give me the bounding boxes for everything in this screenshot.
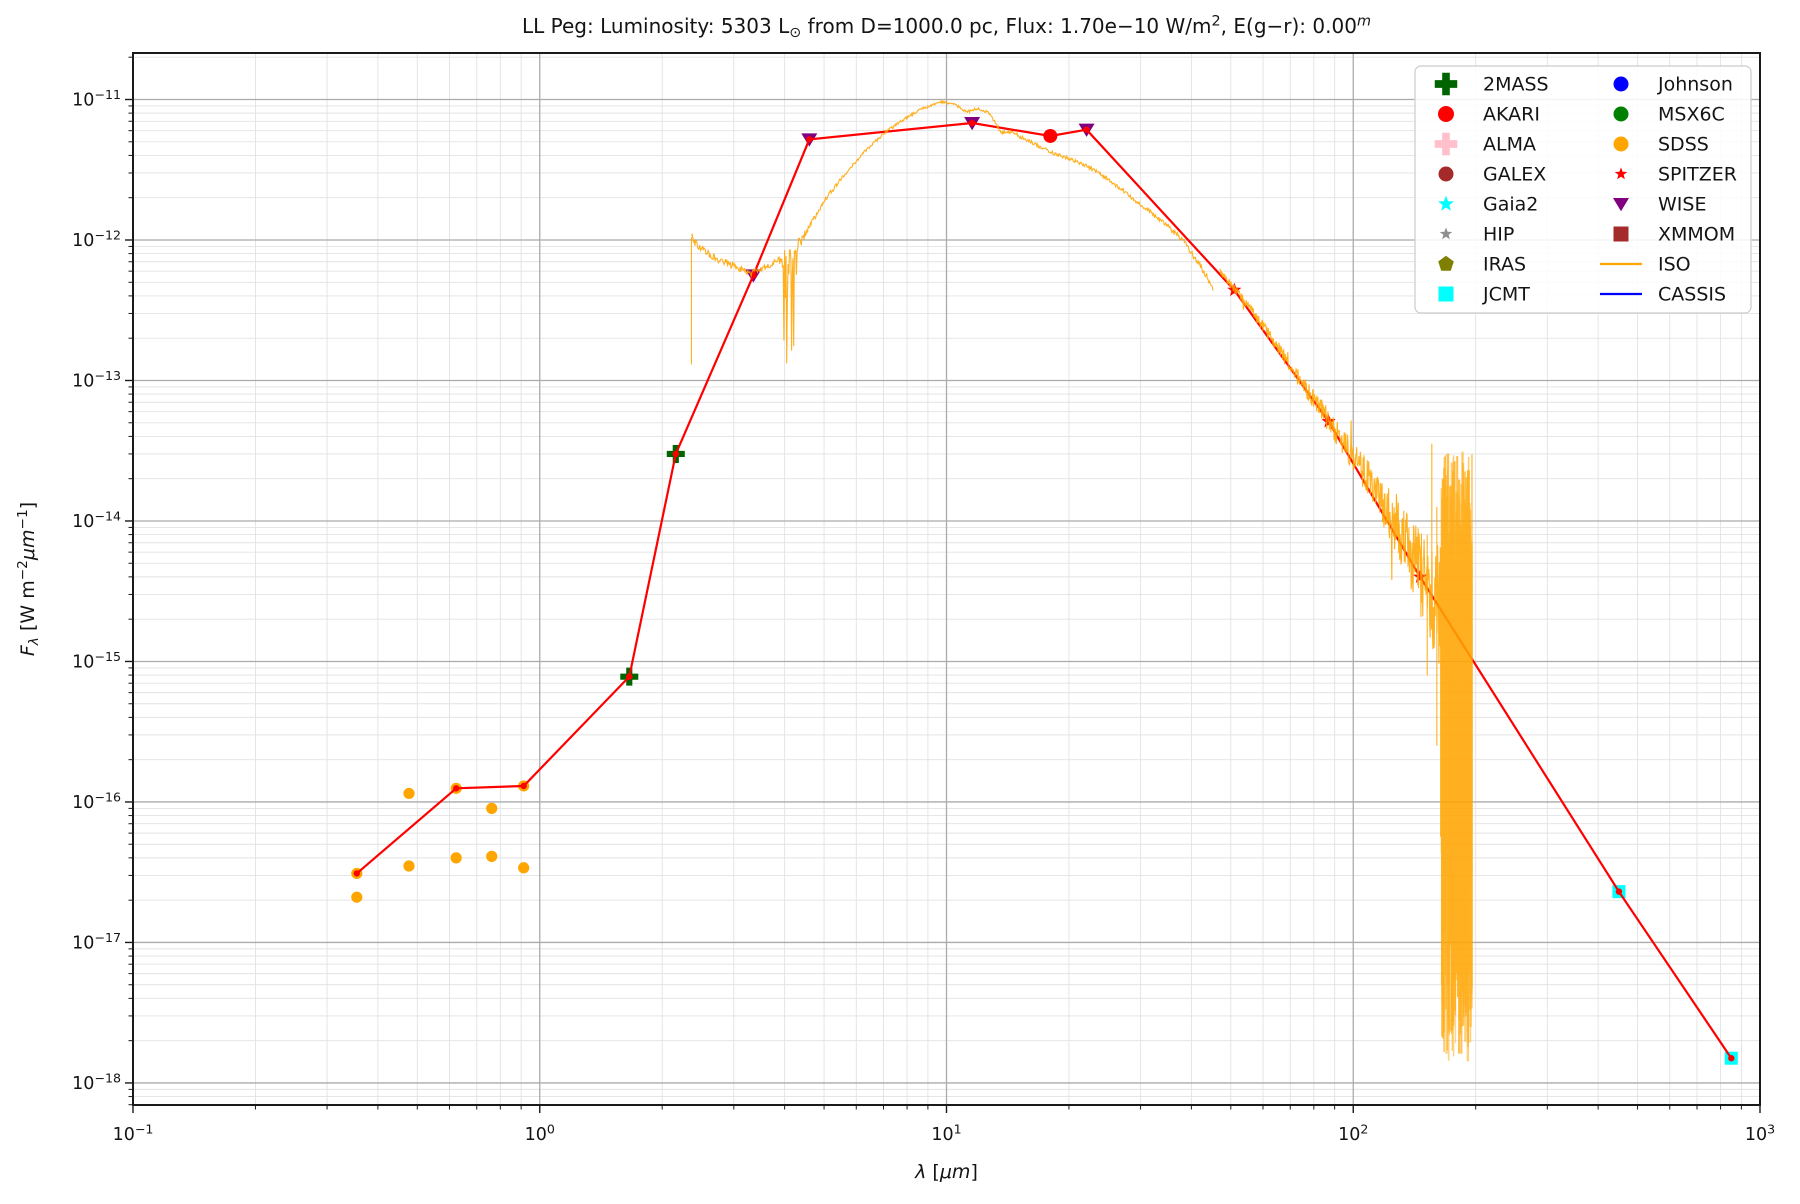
legend-label: MSX6C — [1658, 104, 1725, 126]
legend-label: ISO — [1658, 254, 1691, 276]
sdss-point — [450, 852, 462, 864]
gaia2-legend-marker — [1438, 195, 1454, 211]
legend-item-sdss: SDSS — [1613, 134, 1709, 156]
legend-label: ALMA — [1483, 134, 1536, 156]
xmmom-legend-marker — [1613, 226, 1629, 242]
legend-item-xmmom: XMMOM — [1613, 224, 1735, 246]
sdss-point — [518, 862, 530, 874]
sed-vertex-dot — [672, 450, 679, 458]
x-tick-label: 101 — [931, 1121, 961, 1145]
y-tick-label: 10−13 — [72, 368, 121, 392]
legend-label: AKARI — [1483, 104, 1540, 126]
sdss-legend-marker — [1613, 136, 1629, 152]
x-tick-label: 100 — [525, 1121, 555, 1145]
y-tick-label: 10−18 — [72, 1070, 121, 1094]
legend-box — [1414, 65, 1752, 314]
grid — [133, 53, 1760, 1106]
sed-vertex-dot — [520, 782, 527, 790]
legend-label: SPITZER — [1658, 164, 1737, 186]
legend-item-alma: ALMA — [1434, 132, 1536, 156]
sdss-point — [403, 787, 415, 800]
legend-item-galex: GALEX — [1438, 164, 1546, 186]
legend-item-cassis: CASSIS — [1600, 284, 1726, 306]
sed-vertex-dot — [1047, 132, 1054, 140]
legend-label: HIP — [1483, 224, 1514, 246]
spitzer-legend-marker — [1614, 167, 1628, 180]
legend-label: SDSS — [1658, 134, 1709, 156]
legend-item-jcmt: JCMT — [1438, 284, 1530, 306]
sdss-point — [351, 891, 363, 903]
jcmt-legend-marker — [1438, 286, 1454, 302]
y-tick-label: 10−12 — [72, 227, 121, 251]
hip-legend-marker — [1439, 227, 1453, 240]
y-tick-label: 10−14 — [72, 508, 121, 532]
legend-label: IRAS — [1483, 254, 1526, 276]
sdss-point — [486, 850, 498, 862]
legend-label: XMMOM — [1658, 224, 1735, 246]
chart-title: LL Peg: Luminosity: 5303 L⊙ from D=1000.… — [522, 13, 1371, 41]
legend-label: CASSIS — [1658, 284, 1726, 306]
y-axis-label: Fλ [W m−2μm−1] — [15, 502, 42, 656]
legend-item-iso: ISO — [1600, 254, 1691, 276]
legend-label: Johnson — [1657, 74, 1733, 96]
iras-legend-marker — [1438, 255, 1454, 271]
iso-lws-segment — [1219, 268, 1443, 678]
legend-item-johnson: Johnson — [1613, 74, 1733, 96]
legend-label: 2MASS — [1483, 74, 1549, 96]
sed-vertex-dot — [452, 785, 460, 792]
legend: 2MASS AKARI ALMA GALEX Gaia2 HIP IRAS JCMT Johns… — [1414, 65, 1752, 314]
x-tick-label: 10−1 — [113, 1121, 154, 1145]
sed-vertex-dot — [1728, 1055, 1735, 1062]
wise-legend-marker — [1613, 198, 1629, 212]
legend-label: JCMT — [1482, 284, 1530, 306]
y-tick-label: 10−17 — [72, 930, 121, 954]
legend-item-2mass: 2MASS — [1434, 72, 1549, 96]
sdss-point — [486, 802, 498, 814]
iso-sws-segment — [690, 99, 1214, 364]
x-tick-label: 102 — [1338, 1121, 1368, 1145]
akari-legend-marker — [1438, 106, 1454, 122]
x-tick-label: 103 — [1745, 1121, 1775, 1145]
iso-spectrum — [690, 99, 1473, 1062]
sed-vertex-dot — [1083, 126, 1090, 133]
legend-item-wise: WISE — [1613, 194, 1706, 216]
y-tick-label: 10−15 — [72, 649, 121, 673]
legend-item-msx6c: MSX6C — [1613, 104, 1725, 126]
2mass-legend-marker — [1434, 72, 1458, 96]
legend-item-akari: AKARI — [1438, 104, 1540, 126]
legend-item-hip: HIP — [1439, 224, 1514, 246]
sed-vertex-dot — [968, 119, 976, 127]
sed-vertex-dot — [1615, 888, 1623, 895]
legend-item-spitzer: SPITZER — [1614, 164, 1737, 186]
sed-vertex-dot — [353, 870, 361, 877]
alma-legend-marker — [1434, 132, 1458, 156]
x-axis-label: λ [μm] — [914, 1161, 978, 1183]
galex-legend-marker — [1438, 166, 1454, 182]
sed-vertex-dot — [806, 136, 813, 143]
sdss-point — [403, 860, 415, 872]
msx6c-legend-marker — [1613, 106, 1629, 122]
y-tick-label: 10−16 — [72, 789, 121, 813]
legend-label: GALEX — [1483, 164, 1546, 186]
sed-vertex-dot — [626, 673, 633, 680]
legend-label: Gaia2 — [1483, 194, 1538, 216]
legend-item-gaia2: Gaia2 — [1438, 194, 1538, 216]
y-tick-label: 10−11 — [72, 87, 121, 111]
legend-label: WISE — [1658, 194, 1706, 216]
legend-item-iras: IRAS — [1438, 254, 1526, 276]
axes: 10−1 100 101 102 103 10−11 10−12 10−13 10−14 10−1… — [72, 52, 1775, 1145]
johnson-legend-marker — [1613, 76, 1629, 92]
